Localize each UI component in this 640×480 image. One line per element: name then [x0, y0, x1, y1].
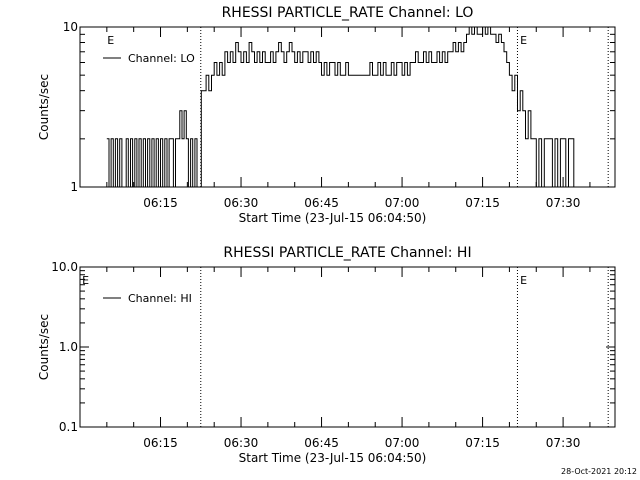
x-tick-label: 07:15	[465, 436, 500, 450]
x-tick-label: 06:30	[224, 196, 259, 210]
plot-frame	[79, 26, 616, 188]
x-tick-label: 06:45	[304, 196, 339, 210]
legend-label: Channel: HI	[128, 292, 192, 305]
x-tick-label: 06:15	[143, 436, 178, 450]
x-axis-label: Start Time (23-Jul-15 06:04:50)	[239, 211, 427, 225]
x-axis-label: Start Time (23-Jul-15 06:04:50)	[239, 451, 427, 465]
x-tick-label: 06:30	[224, 436, 259, 450]
x-tick-label: 07:00	[385, 196, 420, 210]
footer-timestamp: 28-Oct-2021 20:12	[561, 467, 637, 476]
legend-label: Channel: LO	[128, 52, 195, 65]
chart-title: RHESSI PARTICLE_RATE Channel: LO	[222, 5, 474, 21]
y-tick-label: 0.1	[59, 420, 78, 434]
y-tick-label: 10.0	[51, 260, 78, 274]
flag-label: E	[520, 274, 527, 287]
y-tick-label: 1	[70, 180, 78, 194]
x-tick-label: 07:15	[465, 196, 500, 210]
flag-label: E	[107, 34, 114, 47]
plot-frame	[79, 266, 616, 428]
x-tick-label: 07:00	[385, 436, 420, 450]
panel-lo-channel: RHESSI PARTICLE_RATE Channel: LO 1 10 06:15…	[37, 5, 616, 225]
x-tick-label: 07:30	[546, 196, 581, 210]
flag-label: E	[82, 274, 89, 287]
chart-title: RHESSI PARTICLE_RATE Channel: HI	[223, 245, 471, 261]
y-tick-label: 10	[63, 20, 78, 34]
flag-label: E	[520, 34, 527, 47]
panel-hi-channel: RHESSI PARTICLE_RATE Channel: HI 0.1 1.0 10…	[37, 245, 616, 465]
x-tick-label: 06:15	[143, 196, 178, 210]
y-axis-label: Counts/sec	[37, 314, 51, 380]
y-tick-label: 1.0	[59, 340, 78, 354]
x-tick-label: 06:45	[304, 436, 339, 450]
y-axis-label: Counts/sec	[37, 74, 51, 140]
series-line-channel-lo	[106, 26, 580, 188]
x-tick-label: 07:30	[546, 436, 581, 450]
